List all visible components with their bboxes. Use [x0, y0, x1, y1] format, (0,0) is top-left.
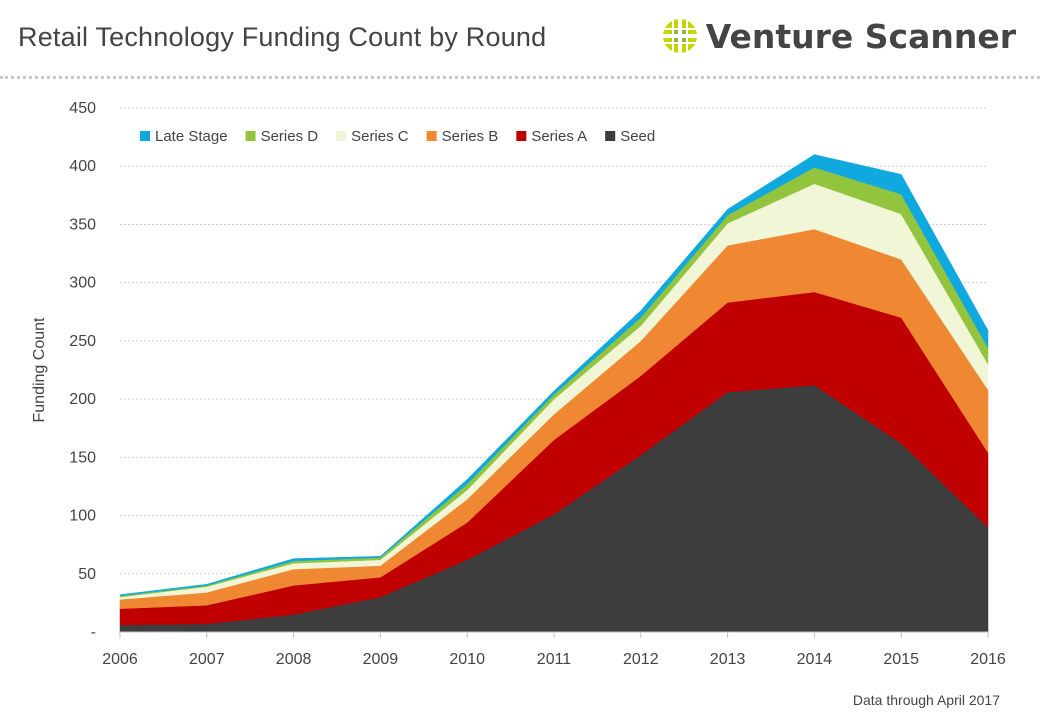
y-tick-label: 350	[69, 216, 96, 233]
area-late-stage	[119, 154, 989, 597]
x-tick-label: 2013	[710, 651, 746, 668]
legend-label: Series B	[442, 128, 499, 145]
plot-areas	[119, 154, 989, 633]
x-tick-label: 2015	[883, 651, 919, 668]
legend-swatch	[245, 131, 256, 141]
y-tick-label: 300	[69, 275, 96, 292]
x-tick-label: 2007	[189, 651, 225, 668]
axes: - 50 100 150 200 250 300 350 400 450 2006 2007 2008 2…	[69, 100, 1006, 668]
legend-swatch	[516, 131, 527, 141]
y-axis-label: Funding Count	[31, 317, 48, 423]
y-tick-label: 150	[69, 449, 96, 466]
brand-name: Venture Scanner	[705, 16, 1016, 56]
legend-label: Series C	[351, 128, 409, 145]
legend-label: Series A	[531, 128, 587, 145]
venture-scanner-logo-icon	[661, 18, 698, 54]
footnote: Data through April 2017	[852, 692, 1000, 708]
legend-label: Late Stage	[155, 128, 228, 145]
legend-swatch	[605, 131, 616, 141]
header-divider	[0, 76, 1040, 79]
x-tick-label: 2008	[276, 651, 312, 668]
y-tick-label: 400	[69, 158, 96, 175]
x-tick-label: 2009	[363, 651, 399, 668]
y-tick-label: -	[91, 624, 96, 641]
brand-logo: Venture Scanner	[660, 16, 1016, 56]
legend-swatch	[336, 131, 347, 141]
legend-label: Seed	[620, 128, 655, 145]
legend-swatch	[426, 131, 437, 141]
y-tick-label: 50	[78, 566, 96, 583]
x-tick-label: 2006	[102, 651, 138, 668]
y-tick-label: 200	[69, 391, 96, 408]
y-tick-label: 450	[69, 100, 96, 117]
x-tick-label: 2011	[537, 651, 572, 668]
x-tick-label: 2014	[797, 651, 833, 668]
legend-label: Series D	[261, 128, 319, 145]
y-tick-label: 100	[69, 508, 96, 525]
legend-swatch	[140, 131, 150, 141]
x-tick-label: 2016	[970, 651, 1006, 668]
y-tick-label: 250	[69, 333, 96, 350]
x-tick-label: 2010	[449, 651, 485, 668]
chart-title: Retail Technology Funding Count by Round	[18, 22, 547, 52]
legend: Late Stage Series D Series C Series B Series…	[140, 128, 655, 145]
x-tick-label: 2012	[623, 651, 659, 668]
